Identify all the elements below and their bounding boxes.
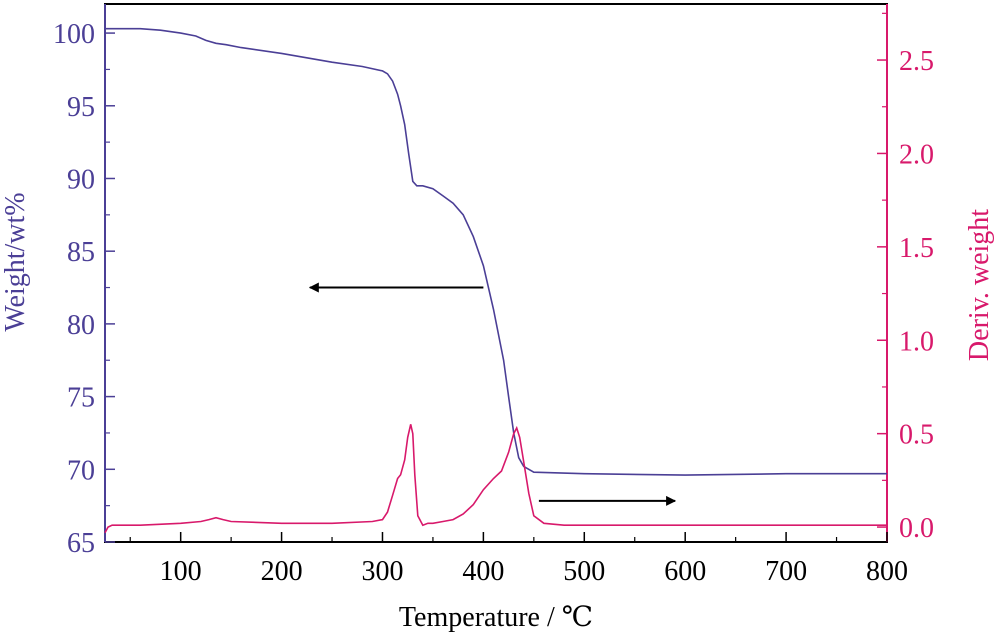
- x-tick-label: 300: [361, 556, 403, 587]
- left-y-tick-label: 70: [67, 455, 95, 486]
- right-y-tick-label: 0.5: [899, 420, 934, 451]
- left-y-tick-label: 75: [67, 383, 95, 414]
- arrow-annotations: [308, 282, 677, 506]
- right-y-axis-title: Deriv. weight: [964, 209, 995, 361]
- x-tick-label: 500: [563, 556, 605, 587]
- deriv-weight-series-line: [104, 424, 887, 534]
- plot-frame: [104, 3, 888, 543]
- right-y-axis-ticks: 0.0 0.5 1.0 1.5 2.0 2.5: [877, 12, 934, 544]
- left-y-axis-title: Weight/wt%: [0, 192, 31, 331]
- right-y-tick-label: 2.5: [899, 46, 934, 77]
- x-tick-label: 700: [765, 556, 807, 587]
- left-y-tick-label: 85: [67, 237, 95, 268]
- right-y-tick-label: 0.0: [899, 513, 934, 544]
- left-y-tick-label: 95: [67, 92, 95, 123]
- left-y-tick-label: 80: [67, 310, 95, 341]
- left-y-tick-label: 100: [53, 19, 95, 50]
- right-y-tick-label: 2.0: [899, 139, 934, 170]
- x-tick-label: 200: [261, 556, 303, 587]
- x-axis-ticks: 100 200 300 400 500 600 700 800: [129, 532, 908, 587]
- left-y-tick-label: 65: [67, 528, 95, 559]
- x-tick-label: 800: [866, 556, 908, 587]
- right-y-tick-label: 1.5: [899, 233, 934, 264]
- x-tick-label: 600: [664, 556, 706, 587]
- right-y-tick-label: 1.0: [899, 326, 934, 357]
- x-axis-title: Temperature / ℃: [399, 602, 593, 633]
- x-tick-label: 400: [462, 556, 504, 587]
- x-tick-label: 100: [160, 556, 202, 587]
- weight-series-line: [105, 27, 887, 476]
- left-y-axis-ticks: 65 70 75 80 85 90 95 100: [53, 19, 115, 559]
- left-y-tick-label: 90: [67, 164, 95, 195]
